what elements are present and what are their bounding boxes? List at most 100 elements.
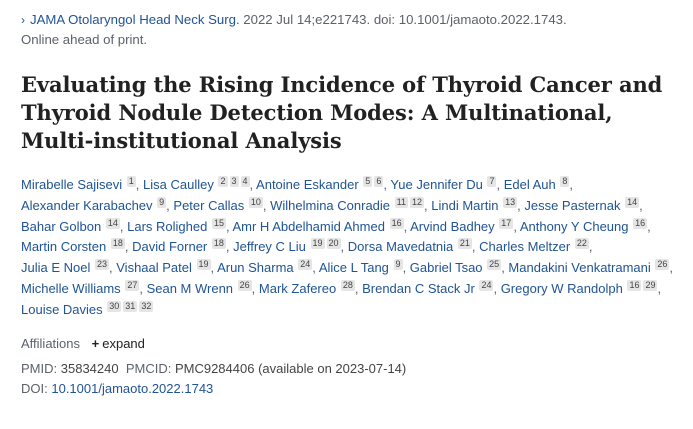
affiliation-number[interactable]: 23 <box>95 259 110 271</box>
author-link[interactable]: Jeffrey C Liu <box>233 239 306 255</box>
author-link[interactable]: Vishaal Patel <box>116 260 192 276</box>
affiliation-number[interactable]: 14 <box>105 217 120 229</box>
author-separator: , <box>225 239 234 255</box>
author-link[interactable]: Julia E Noel <box>21 260 91 276</box>
affiliation-number[interactable]: 18 <box>110 238 125 250</box>
author-link[interactable]: Yue Jennifer Du <box>390 177 483 192</box>
doi-link[interactable]: 10.1001/jamaoto.2022.1743 <box>51 380 214 396</box>
author-link[interactable]: Wilhelmina Conradie <box>270 197 391 213</box>
author-link[interactable]: Lindi Martin <box>431 197 499 213</box>
affiliation-number[interactable]: 9 <box>157 196 167 208</box>
author-link[interactable]: Sean M Wrenn <box>146 280 234 296</box>
author-link[interactable]: Martin Corsten <box>21 239 107 255</box>
article-identifiers: PMID: 35834240 PMCID: PMC9284406 (availa… <box>21 359 681 399</box>
affiliation-number[interactable]: 7 <box>487 176 497 187</box>
affiliation-number[interactable]: 16 <box>633 217 648 229</box>
affiliation-number[interactable]: 11 <box>394 196 409 208</box>
author-link[interactable]: Mandakini Venkatramani <box>508 260 651 276</box>
affiliations-label: Affiliations <box>21 335 81 351</box>
author-link[interactable]: Mark Zafereo <box>258 280 337 296</box>
affiliation-number[interactable]: 12 <box>410 196 425 208</box>
affiliation-number[interactable]: 25 <box>487 259 502 271</box>
affiliation-number[interactable]: 30 <box>107 300 122 312</box>
author-link[interactable]: Alice L Tang <box>318 260 389 276</box>
author-link[interactable]: Brendan C Stack Jr <box>362 280 475 296</box>
affiliation-number[interactable]: 3 <box>229 176 239 187</box>
author-link[interactable]: Amr H Abdelhamid Ahmed <box>232 218 385 234</box>
affiliation-number[interactable]: 26 <box>237 279 252 291</box>
author-separator: , <box>119 218 128 234</box>
author-link[interactable]: Gabriel Tsao <box>409 260 483 276</box>
author-item: Martin Corsten 18 <box>21 238 125 255</box>
author-link[interactable]: Mirabelle Sajisevi <box>21 177 123 192</box>
pmid-label: PMID: <box>21 360 58 376</box>
affiliation-number[interactable]: 22 <box>574 238 589 250</box>
affiliation-number[interactable]: 19 <box>310 238 325 250</box>
affiliation-number[interactable]: 4 <box>240 176 250 187</box>
affiliation-number[interactable]: 15 <box>211 217 226 229</box>
affiliation-number[interactable]: 21 <box>457 238 472 250</box>
author-link[interactable]: Michelle Williams <box>21 280 121 296</box>
author-separator: , <box>312 260 319 276</box>
author-link[interactable]: Peter Callas <box>173 197 245 213</box>
affiliation-number[interactable]: 26 <box>655 259 670 271</box>
author-item: Charles Meltzer 22 <box>479 238 589 255</box>
affiliation-number[interactable]: 29 <box>643 279 658 291</box>
affiliation-number[interactable]: 28 <box>340 279 355 291</box>
author-separator: , <box>251 280 259 296</box>
author-separator: , <box>340 239 348 255</box>
author-link[interactable]: Lars Rolighed <box>127 218 208 234</box>
affiliation-number[interactable]: 27 <box>125 279 140 291</box>
author-item: Gregory W Randolph 16 29 <box>500 279 658 296</box>
affiliation-number[interactable]: 24 <box>479 279 494 291</box>
author-link[interactable]: Charles Meltzer <box>479 239 571 255</box>
author-link[interactable]: Arvind Badhey <box>410 218 495 234</box>
journal-link[interactable]: JAMA Otolaryngol Head Neck Surg. <box>30 12 240 27</box>
affiliation-number[interactable]: 10 <box>248 196 263 208</box>
author-item: Vishaal Patel 19 <box>116 259 211 276</box>
affiliation-number[interactable]: 24 <box>298 259 313 271</box>
affiliation-number[interactable]: 16 <box>389 217 404 229</box>
affiliation-number[interactable]: 9 <box>393 259 403 271</box>
affiliation-number[interactable]: 16 <box>627 279 642 291</box>
expand-affiliations-button[interactable]: + expand <box>92 336 145 351</box>
author-link[interactable]: Gregory W Randolph <box>500 280 623 296</box>
author-link[interactable]: Louise Davies <box>21 301 103 317</box>
pmcid-note: (available on 2023-07-14) <box>258 360 407 376</box>
author-item: Wilhelmina Conradie 11 12 <box>270 196 425 213</box>
author-link[interactable]: Arun Sharma <box>217 260 294 276</box>
author-separator: , <box>647 218 651 234</box>
author-link[interactable]: Jesse Pasternak <box>524 197 621 213</box>
author-item: Mandakini Venkatramani 26 <box>508 259 670 276</box>
affiliation-number[interactable]: 1 <box>126 176 136 187</box>
affiliation-number[interactable]: 2 <box>218 176 228 187</box>
affiliation-number[interactable]: 32 <box>139 300 154 312</box>
author-item: Yue Jennifer Du 7 <box>390 176 497 192</box>
author-link[interactable]: Edel Auh <box>503 177 556 192</box>
affiliation-number[interactable]: 5 <box>363 176 373 187</box>
author-link[interactable]: David Forner <box>132 239 208 255</box>
author-item: Michelle Williams 27 <box>21 279 140 296</box>
author-link[interactable]: Alexander Karabachev <box>21 197 153 213</box>
author-link[interactable]: Bahar Golbon <box>21 218 102 234</box>
chevron-right-icon[interactable]: › <box>21 13 25 27</box>
affiliation-number[interactable]: 19 <box>196 259 211 271</box>
affiliation-number[interactable]: 18 <box>211 238 226 250</box>
pmcid-value: PMC9284406 <box>174 360 255 376</box>
author-link[interactable]: Anthony Y Cheung <box>519 218 629 234</box>
affiliation-number[interactable]: 17 <box>499 217 514 229</box>
author-separator: , <box>249 177 257 192</box>
author-separator: , <box>501 260 509 276</box>
author-link[interactable]: Lisa Caulley <box>143 177 214 192</box>
id-row-1: PMID: 35834240 PMCID: PMC9284406 (availa… <box>21 359 681 379</box>
plus-icon: + <box>91 335 100 351</box>
affiliation-number[interactable]: 31 <box>123 300 138 312</box>
affiliation-number[interactable]: 14 <box>625 196 640 208</box>
author-link[interactable]: Antoine Eskander <box>256 177 359 192</box>
author-separator: , <box>262 197 271 213</box>
affiliation-number[interactable]: 8 <box>560 176 570 187</box>
affiliation-number[interactable]: 20 <box>326 238 341 250</box>
affiliation-number[interactable]: 6 <box>374 176 384 187</box>
author-link[interactable]: Dorsa Mavedatnia <box>347 239 454 255</box>
affiliation-number[interactable]: 13 <box>503 196 518 208</box>
